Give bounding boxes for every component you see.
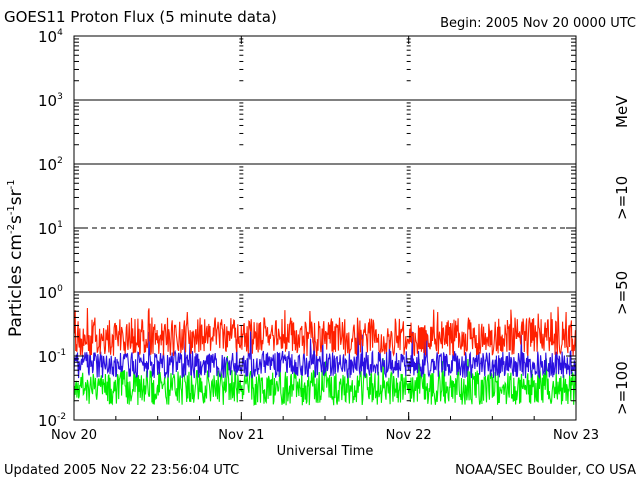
y-tick-label: 10-2	[38, 412, 66, 430]
y-tick-label: 10-1	[38, 348, 66, 366]
source-credit: NOAA/SEC Boulder, CO USA	[455, 463, 636, 478]
x-axis-label: Universal Time	[277, 444, 374, 459]
begin-label: Begin: 2005 Nov 20 0000 UTC	[440, 16, 636, 31]
y-axis-label-exp3: -1	[6, 179, 17, 189]
plot-frame	[73, 35, 577, 421]
updated-timestamp: Updated 2005 Nov 22 23:56:04 UTC	[4, 463, 239, 478]
series-line-ge100	[73, 355, 577, 406]
y-tick-label: 103	[38, 92, 63, 110]
y-axis-label-mid1: s	[6, 215, 26, 224]
y-tick-label: 104	[38, 28, 63, 46]
y-tick-label: 102	[38, 156, 63, 174]
legend-ge50: >=50	[613, 271, 631, 315]
series-layer	[73, 306, 577, 406]
x-tick-label: Nov 20	[51, 428, 97, 443]
x-tick-label: Nov 21	[218, 428, 264, 443]
legend-unit: MeV	[613, 95, 631, 128]
y-tick-labels: 10-2 10-1 100 101 102 103 104	[38, 28, 66, 430]
threshold-lines	[74, 99, 576, 293]
y-axis-label-exp1: -2	[6, 224, 17, 234]
series-line-ge50	[73, 331, 577, 380]
x-tick-label: Nov 23	[553, 428, 599, 443]
y-axis-label-main: Particles cm	[6, 234, 26, 337]
y-tick-label: 101	[38, 220, 63, 238]
y-tick-label: 100	[38, 284, 63, 302]
svg-text:Particles cm-2s-1sr-1: Particles cm-2s-1sr-1	[6, 179, 26, 337]
legend-ge100: >=100	[613, 361, 631, 415]
y-axis-label-exp2: -1	[6, 205, 17, 215]
x-tick-label: Nov 22	[386, 428, 432, 443]
series-line-ge10	[73, 306, 577, 357]
y-axis-label: Particles cm-2s-1sr-1	[6, 179, 26, 337]
chart-title: GOES11 Proton Flux (5 minute data)	[4, 8, 277, 26]
x-tick-labels: Nov 20 Nov 21 Nov 22 Nov 23	[51, 428, 599, 443]
y-axis-label-mid2: sr	[6, 189, 26, 205]
legend: >=100 >=50 >=10 MeV	[613, 95, 631, 415]
axis-ticks	[73, 35, 577, 421]
legend-ge10: >=10	[613, 176, 631, 220]
